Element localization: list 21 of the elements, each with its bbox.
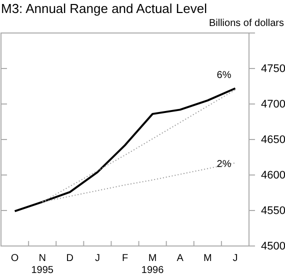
series-label: 6%	[216, 70, 232, 81]
y-tick-label: 4550	[261, 205, 285, 218]
x-tick-label: J	[94, 253, 100, 264]
y-tick-label: 4650	[261, 134, 285, 146]
y-tick-label: 4700	[261, 98, 285, 111]
x-tick-label: D	[66, 253, 74, 264]
y-axis-title: Billions of dollars	[208, 18, 284, 29]
x-tick-label: J	[232, 253, 238, 264]
y-tick-label: 4750	[261, 63, 285, 76]
x-tick-label: O	[10, 253, 19, 264]
chart-title: M3: Annual Range and Actual Level	[1, 1, 208, 16]
y-tick-label: 4600	[261, 170, 285, 182]
x-tick-label: A	[176, 253, 184, 264]
text: 1995	[31, 265, 54, 275]
text: 1996	[141, 265, 164, 275]
series-label: 2%	[216, 158, 232, 170]
x-tick-label: N	[38, 253, 46, 264]
y-tick-label: 4500	[261, 240, 285, 253]
x-tick-label: F	[122, 253, 128, 264]
x-tick-label: M	[148, 253, 157, 264]
x-tick-label: M	[203, 253, 212, 264]
